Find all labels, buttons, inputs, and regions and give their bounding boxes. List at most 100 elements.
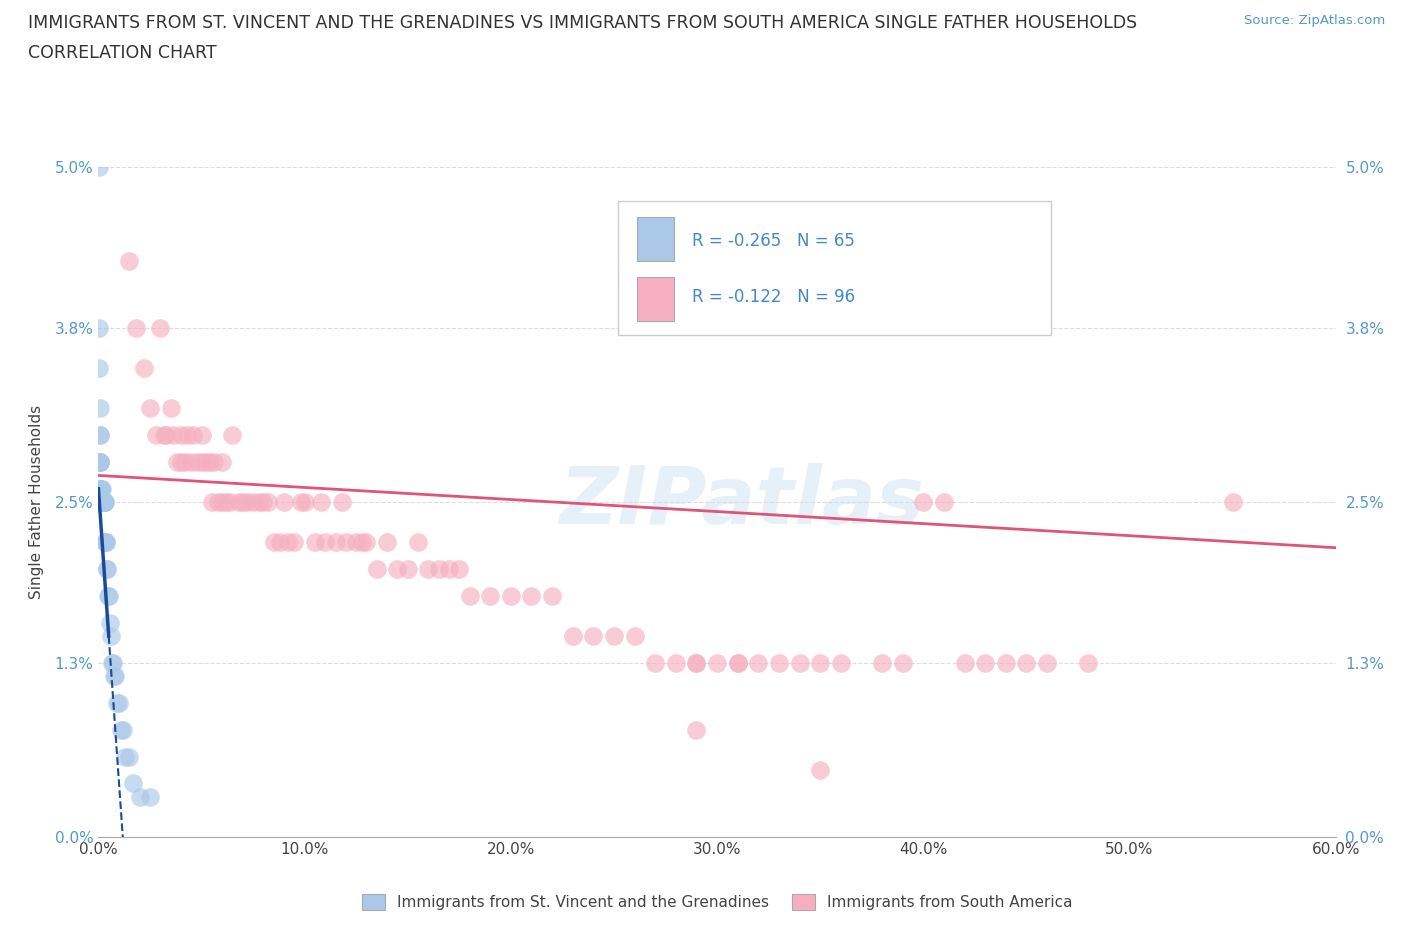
Point (89, 455, 111, 470)
Point (93, 495, 115, 510)
Point (100, 629, 122, 644)
Point (727, 656, 749, 671)
Point (727, 656, 749, 671)
Y-axis label: Single Father Households: Single Father Households (28, 405, 44, 599)
Point (94, 535, 117, 550)
Point (90, 495, 112, 510)
Point (912, 495, 935, 510)
Point (97, 589, 120, 604)
Point (181, 428, 204, 443)
Point (162, 428, 184, 443)
Bar (637, 277, 673, 322)
Point (932, 495, 955, 510)
Point (202, 455, 225, 470)
Point (247, 495, 270, 510)
Point (91, 495, 114, 510)
Point (252, 495, 274, 510)
Point (406, 535, 429, 550)
Point (118, 750, 141, 764)
Point (93, 495, 115, 510)
Text: R = -0.122   N = 96: R = -0.122 N = 96 (692, 288, 855, 306)
Point (221, 428, 243, 443)
Point (118, 254, 141, 269)
Point (356, 535, 378, 550)
Point (124, 321, 146, 336)
Bar (637, 217, 673, 261)
Point (304, 535, 326, 550)
Point (273, 495, 295, 510)
Point (96, 562, 118, 577)
Point (94, 535, 117, 550)
Text: R = -0.265   N = 65: R = -0.265 N = 65 (692, 232, 855, 250)
Point (768, 656, 790, 671)
Point (458, 589, 481, 604)
Point (994, 656, 1017, 671)
Point (541, 589, 564, 604)
Point (91, 495, 114, 510)
Point (93, 495, 115, 510)
Point (105, 696, 128, 711)
Point (93, 495, 115, 510)
Point (90, 495, 112, 510)
Point (90, 495, 112, 510)
Point (352, 535, 374, 550)
Point (91, 495, 114, 510)
Point (325, 535, 347, 550)
Point (603, 629, 626, 644)
Point (830, 656, 852, 671)
Point (90, 482, 112, 497)
Point (87, 160, 110, 175)
Point (139, 790, 162, 804)
Text: CORRELATION CHART: CORRELATION CHART (28, 44, 217, 61)
Point (1036, 656, 1059, 671)
Point (665, 656, 688, 671)
Point (90, 495, 112, 510)
Point (89, 401, 111, 416)
Point (166, 455, 188, 470)
Point (96, 562, 118, 577)
Point (256, 495, 278, 510)
Point (198, 455, 221, 470)
Point (89, 321, 111, 336)
Point (418, 562, 440, 577)
Text: IMMIGRANTS FROM ST. VINCENT AND THE GRENADINES VS IMMIGRANTS FROM SOUTH AMERICA : IMMIGRANTS FROM ST. VINCENT AND THE GREN… (28, 14, 1137, 32)
Point (90, 482, 112, 497)
Point (228, 495, 250, 510)
Point (623, 629, 645, 644)
Point (427, 562, 450, 577)
Point (263, 535, 285, 550)
Point (174, 455, 197, 470)
Point (97, 589, 120, 604)
Point (479, 589, 502, 604)
Text: Source: ZipAtlas.com: Source: ZipAtlas.com (1244, 14, 1385, 27)
Point (891, 656, 914, 671)
Point (1077, 656, 1099, 671)
Point (207, 495, 229, 510)
Point (685, 723, 707, 737)
Point (242, 495, 264, 510)
Point (91, 495, 114, 510)
Point (437, 562, 460, 577)
Point (232, 495, 254, 510)
Point (201, 495, 224, 510)
Point (93, 495, 115, 510)
Point (314, 535, 336, 550)
Point (366, 562, 388, 577)
Point (330, 495, 353, 510)
Text: ZIPatlas: ZIPatlas (560, 463, 924, 541)
Point (808, 656, 831, 671)
Point (499, 589, 522, 604)
Point (89, 361, 111, 376)
Point (101, 656, 124, 671)
Point (122, 776, 145, 790)
Point (89, 455, 111, 470)
Point (110, 723, 132, 737)
Point (89, 482, 111, 497)
Point (98, 616, 121, 631)
Point (149, 321, 172, 336)
Point (89, 495, 111, 510)
Point (91, 495, 114, 510)
Point (747, 656, 769, 671)
Point (344, 535, 367, 550)
Point (91, 495, 114, 510)
